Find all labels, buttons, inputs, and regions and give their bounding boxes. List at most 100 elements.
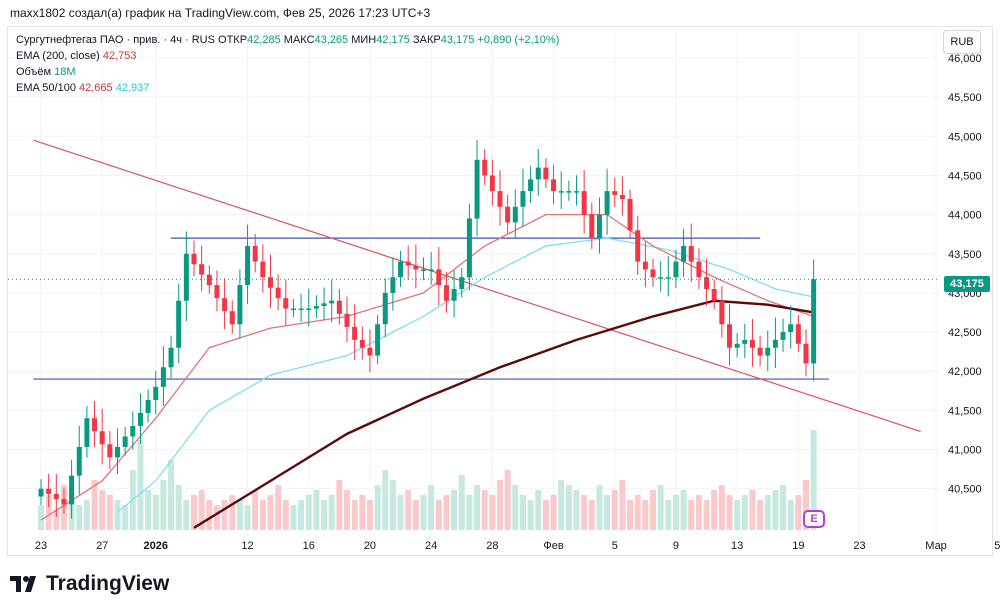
candle-body [214,285,220,299]
volume-bar [458,475,465,530]
y-tick-label: 46,000 [948,53,982,65]
trendline [33,139,921,433]
candle-body [390,277,396,293]
candle-body [375,324,381,356]
candle-body [137,412,143,427]
x-tick-label: Фев [543,540,563,552]
candle-body [581,191,587,215]
chart-frame[interactable] [7,26,993,556]
candle-body [69,475,75,505]
candle-body [688,245,694,262]
candle-body [145,399,151,413]
candle-body [298,308,304,311]
candle-body [551,179,557,192]
y-tick-label: 44,000 [948,210,982,222]
y-tick-label: 45,500 [948,92,982,104]
candle-body [443,285,449,301]
tradingview-brand[interactable]: TradingView [10,572,169,596]
candle-body [306,308,312,311]
x-tick-label: 23 [35,540,47,552]
candle-body [765,347,771,356]
volume-bar [275,485,282,530]
volume-bar [810,430,817,530]
close-value: 43,175 [440,34,475,46]
volume-bar [749,490,756,530]
candle-body [61,499,67,505]
candle-body [811,279,817,364]
candle-body [413,265,419,270]
earnings-marker[interactable]: E [803,510,825,528]
low-label: МИН [351,34,377,46]
candle-body [421,269,426,271]
y-tick-label: 42,000 [948,366,982,378]
symbol-description[interactable]: Сургутнефтегаз ПАО · прив. · 4ч · RUS [16,34,215,46]
x-tick-label: 23 [853,540,865,552]
ema100-value: 42,937 [115,82,150,94]
volume-bar [665,500,672,530]
ema200-value: 42,753 [102,50,137,62]
candle-body [466,218,472,278]
candle-body [658,277,664,279]
candle-body [604,191,610,215]
legend-ema200-row[interactable]: EMA (200, close) 42,753 [16,48,559,64]
volume-bar [558,480,565,530]
volume-bar [290,505,297,530]
volume-bar [298,500,305,530]
candle-body [520,191,526,207]
legend-volume-row[interactable]: Объём 18M [16,64,559,80]
volume-bar [489,495,496,530]
x-tick-label: 5 [612,540,618,552]
candle-body [229,311,235,325]
volume-bar [527,500,534,530]
volume-bar [244,505,251,530]
legend-ema50-100-row[interactable]: EMA 50/100 42,665 42,937 [16,80,559,96]
x-tick-label: 20 [364,540,376,552]
x-tick-label: 13 [731,540,743,552]
open-value: 42,285 [247,34,281,46]
volume-bar [611,490,618,530]
volume-bar [672,495,679,530]
candle-body [428,269,434,271]
volume-bar [160,480,167,530]
ema50-value: 42,665 [79,82,113,94]
close-label: ЗАКР [412,34,441,46]
candle-body [704,277,710,289]
candle-body [367,347,373,356]
candle-body [160,367,166,387]
candle-body [268,277,273,288]
volume-bar [428,485,435,530]
volume-bar [328,495,335,530]
chart-attribution: maxx1802 создал(а) график на TradingView… [10,6,431,20]
x-tick-label: 16 [303,540,315,552]
volume-bar [680,490,687,530]
candle-body [742,339,748,344]
volume-bar [145,490,152,530]
volume-bar [267,495,274,530]
x-tick-label: 9 [673,540,679,552]
volume-bar [114,500,121,530]
volume-bar [229,495,236,530]
volume-bar [604,495,611,530]
volume-bar [206,500,213,530]
candle-body [53,493,59,500]
volume-bar [650,490,656,530]
candle-body [130,426,136,437]
last-price-badge: 43,175 [944,276,990,292]
candle-body [398,261,404,278]
candle-body [283,298,289,309]
volume-bar [481,490,488,530]
candle-body [757,347,763,356]
volume-bar [619,480,626,530]
volume-bar [474,485,481,530]
currency-button[interactable]: RUB [943,30,981,54]
volume-bar [642,500,649,530]
candle-body [749,339,755,348]
candle-body [727,324,732,348]
volume-bar [466,495,473,530]
volume-bar [772,490,779,530]
candle-body [321,303,327,306]
volume-bar [504,470,511,530]
candle-body [153,386,159,400]
y-tick-label: 41,500 [948,405,982,417]
